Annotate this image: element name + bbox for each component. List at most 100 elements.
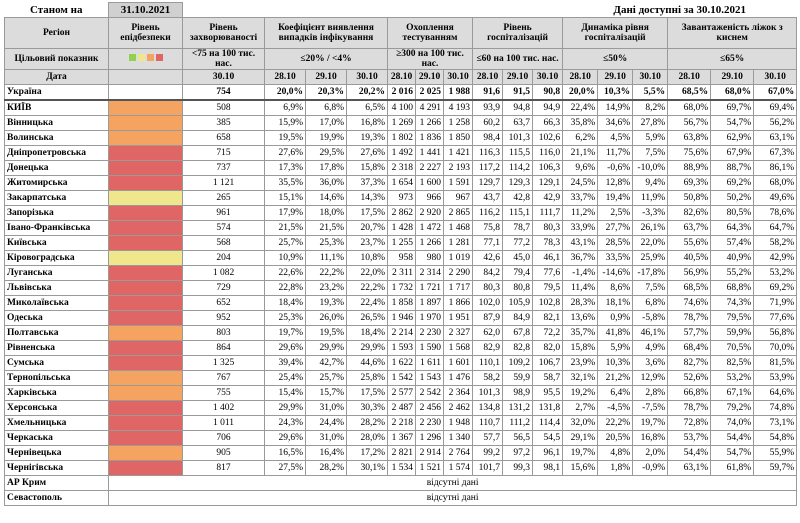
detection-value: 28,0% [346,430,388,446]
detection-value: 21,5% [305,220,347,236]
target: ≤20% / <4% [264,48,388,70]
hosp-value: 67,8 [502,325,533,341]
safety-level [108,265,183,281]
detection-value: 16,5% [264,445,306,461]
hosp-value: 114,4 [531,415,564,431]
incidence: 1 121 [182,175,265,191]
hosp-value: 114,2 [502,160,533,176]
safety-level [108,175,183,191]
testing-value: 2 914 [415,445,444,461]
dynamics-value: 35,8% [562,115,599,131]
testing-value: 1 601 [443,355,473,371]
dynamics-value: 9,6% [562,160,599,176]
detection-value: 29,5% [305,145,347,161]
beds-value: 69,4% [753,99,798,116]
hosp-value: 131,2 [502,400,533,416]
testing-value: 1 970 [415,310,444,326]
detection-value: 18,4% [264,295,306,311]
detection-value: 16,4% [305,445,347,461]
beds-value: 58,2% [753,235,798,251]
hosp-value: 90,8 [531,84,564,101]
detection-value: 20,0% [264,84,306,101]
testing-value: 2 920 [415,205,444,221]
date: 29.10 [710,69,755,85]
testing-value: 1 542 [387,370,416,386]
testing-value: 2 025 [415,84,444,101]
detection-value: 37,3% [346,175,388,191]
detection-value: 15,9% [264,115,306,131]
hosp-value: 58,7 [531,370,564,386]
beds-value: 40,5% [667,250,712,266]
date: 30.10 [753,69,798,85]
table-row: Хмельницька 1 011 24,3% 24,4% 28,2% 2 218 2 23… [4,415,798,431]
detection-value: 17,5% [346,385,388,401]
dynamics-value: 7,5% [632,280,669,296]
date: 29.10 [305,69,347,85]
hosp-value: 98,9 [502,385,533,401]
safety-level [108,445,183,461]
safety-level [108,115,183,131]
region-name: Вінницька [4,115,109,131]
beds-value: 54,4% [667,445,712,461]
hosp-value: 134,8 [472,400,503,416]
detection-value: 29,9% [305,340,347,356]
dynamics-value: 43,1% [562,235,599,251]
detection-value: 17,8% [305,160,347,176]
hosp-value: 94,8 [502,99,533,116]
hosp-value: 102,6 [531,130,564,146]
testing-value: 2 230 [415,325,444,341]
safety-level [108,325,183,341]
hosp-value: 80,3 [531,220,564,236]
hosp-value: 63,7 [502,115,533,131]
testing-value: 1 534 [387,460,416,476]
dynamics-value: 21,2% [597,370,634,386]
hosp-value: 87,9 [472,310,503,326]
testing-value: 2 364 [443,385,473,401]
dynamics-value: 20,0% [562,84,599,101]
available-date: Дані доступні за 30.10.2021 [613,3,746,16]
dynamics-value: 0,9% [597,310,634,326]
dynamics-value: 6,2% [562,130,599,146]
dynamics-value: -4,5% [597,400,634,416]
testing-value: 1 340 [443,430,473,446]
incidence: 715 [182,145,265,161]
table-row: Чернівецька 905 16,5% 16,4% 17,2% 2 821 2 914 2… [4,445,798,461]
testing-value: 1 802 [387,130,416,146]
detection-value: 24,3% [264,415,306,431]
dynamics-value: 26,1% [632,220,669,236]
detection-value: 21,5% [264,220,306,236]
level-swatch [155,54,163,61]
detection-value: 25,8% [346,370,388,386]
dynamics-value: -5,8% [632,310,669,326]
level-swatch [128,54,136,61]
testing-value: 1 866 [443,295,473,311]
beds-value: 62,9% [710,130,755,146]
hosp-value: 45,0 [502,250,533,266]
table-row: Цільовий показник <75 на 100 тис. нас. ≤20… [4,48,798,70]
hosp-value: 102,0 [472,295,503,311]
dynamics-value: 33,7% [562,190,599,206]
detection-value: 25,3% [305,235,347,251]
detection-value: 26,5% [346,310,388,326]
table-row: Дата 30.10 28.10 29.10 30.10 28.10 29.10 30.10 2… [4,69,798,85]
beds-value: 59,7% [753,460,798,476]
detection-value: 42,7% [305,355,347,371]
date: 30.10 [182,69,265,85]
testing-value: 2 193 [443,160,473,176]
beds-value: 74,8% [753,400,798,416]
beds-value: 69,2% [710,175,755,191]
beds-value: 42,9% [753,250,798,266]
beds-value: 69,3% [667,175,712,191]
hosp-value: 84,2 [472,265,503,281]
dynamics-value: 5,9% [632,130,669,146]
testing-value: 1 574 [443,460,473,476]
detection-value: 29,9% [346,340,388,356]
epid-table: Станом на 31.10.2021 Дані доступні за 30.1… [4,2,798,506]
testing-value: 958 [387,250,416,266]
detection-value: 19,9% [305,130,347,146]
no-data: відсутні дані [107,490,798,506]
table-row: Київська 568 25,7% 25,3% 23,7% 1 255 1 266 1 28… [4,235,798,251]
beds-value: 56,2% [753,115,798,131]
testing-value: 1 600 [415,175,444,191]
testing-value: 1 721 [415,280,444,296]
